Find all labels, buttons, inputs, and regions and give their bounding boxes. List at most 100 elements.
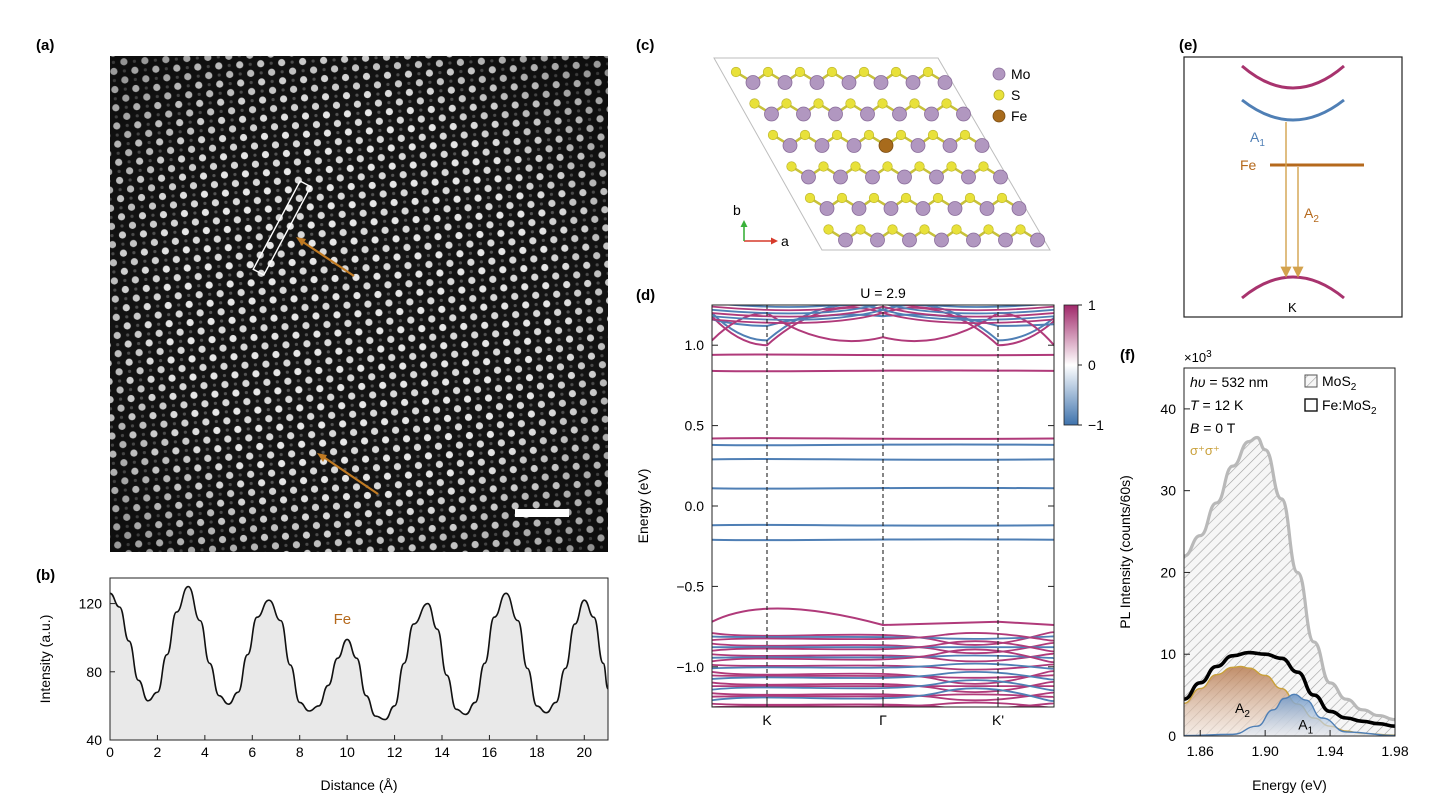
y-tick-label: −0.5: [676, 578, 704, 594]
x-tick-label: 18: [529, 744, 545, 760]
mo-atom: [846, 138, 862, 153]
s-atom: [786, 161, 797, 172]
legend-mos2-label: MoS2: [1322, 373, 1357, 393]
flat-band: [712, 523, 1054, 527]
s-atom: [882, 161, 893, 172]
y-tick-label: 0: [1168, 728, 1176, 744]
mo-atom: [1011, 201, 1027, 216]
profile-line: [109, 585, 609, 721]
s-atom: [818, 161, 829, 172]
s-atom: [767, 129, 779, 141]
conduction-band: [712, 312, 1054, 346]
x-tick-label: 6: [248, 744, 256, 760]
y-tick-label: 80: [86, 664, 102, 680]
mo-atom: [974, 138, 990, 153]
mo-atom: [947, 201, 963, 216]
x-tick-label: 10: [339, 744, 355, 760]
y-axis-label: Intensity (a.u.): [37, 615, 53, 704]
valence-band: [712, 687, 1054, 702]
y-tick-label: 40: [86, 732, 102, 748]
colorbar: [1063, 304, 1079, 426]
s-atom: [836, 192, 848, 204]
fe-mos2-line: [1183, 650, 1396, 728]
mo-atom: [998, 232, 1013, 248]
flat-band: [712, 486, 1054, 490]
mo-atom: [897, 169, 912, 185]
y-tick-label: −1.0: [676, 659, 704, 675]
a1-peak-area: [1184, 694, 1395, 736]
valence-band: [712, 632, 1054, 642]
valence-band: [712, 662, 1054, 670]
s-atom: [826, 66, 838, 78]
s-atom: [823, 224, 834, 235]
mo-atom: [873, 75, 889, 90]
chart-band-structure: K Γ K' −1.0 −0.5 0.0 0.5 1.0 U = 2.9 Energy (eV) 1…: [635, 285, 1104, 728]
s-atom: [983, 224, 994, 235]
x-tick-label: 8: [296, 744, 304, 760]
s-atom: [887, 224, 898, 235]
mo-atom: [796, 106, 811, 122]
temperature-label: T = 12 K: [1190, 397, 1244, 413]
mo-atom: [819, 201, 835, 216]
flat-band: [712, 443, 1054, 447]
s-atom: [996, 192, 1008, 204]
s-atom: [813, 98, 824, 109]
y-axis-label: PL Intensity (counts/60s): [1117, 475, 1133, 629]
panel-label-e: (e): [1179, 37, 1197, 54]
stem-image: [110, 56, 608, 552]
mo-atom: [838, 232, 853, 248]
s-atom: [762, 66, 774, 78]
mo-atom: [905, 75, 921, 90]
s-atom: [730, 66, 742, 78]
s-atom: [922, 66, 934, 78]
flat-band: [712, 369, 1054, 373]
valence-band: [1241, 275, 1345, 300]
s-atom: [1015, 224, 1026, 235]
flat-band: [712, 437, 1054, 440]
panel-label-f: (f): [1120, 347, 1135, 364]
mo-atom: [910, 138, 926, 153]
s-atom: [914, 161, 925, 172]
valence-band: [712, 670, 1054, 681]
a1-peak-line: [1183, 693, 1396, 737]
mo-atom: [782, 138, 798, 153]
s-atom: [890, 66, 902, 78]
s-atom: [900, 192, 912, 204]
legend-mos2-swatch: [1304, 374, 1318, 388]
mos2-line: [1183, 435, 1396, 722]
s-atom: [941, 98, 952, 109]
x-tick-label: 20: [576, 744, 592, 760]
valence-band: [712, 648, 1054, 663]
mo-atom: [924, 106, 939, 122]
polarization-label: σ⁺σ⁺: [1190, 443, 1220, 458]
mo-atom: [828, 106, 843, 122]
x-tick-label: 16: [482, 744, 498, 760]
legend-s-icon: [993, 89, 1005, 101]
mo-atom: [966, 232, 981, 248]
mo-atom: [979, 201, 995, 216]
mo-atom: [961, 169, 976, 185]
valence-band: [712, 607, 1054, 626]
panel-label-d: (d): [636, 287, 655, 304]
mo-atom: [801, 169, 816, 185]
s-atom: [781, 98, 792, 109]
line-profile-box: [252, 180, 312, 276]
conduction-band: [712, 313, 1054, 327]
y-tick-label: 40: [1160, 401, 1176, 417]
field-label: B = 0 T: [1190, 420, 1236, 436]
mo-atom: [883, 201, 899, 216]
mo-atom: [993, 169, 1008, 185]
x-tick-label: 0: [106, 744, 114, 760]
x-tick-label: K': [992, 712, 1004, 728]
conduction-band: [712, 305, 1054, 315]
s-atom: [850, 161, 861, 172]
mo-atom: [865, 169, 880, 185]
mo-atom: [814, 138, 830, 153]
s-atom: [794, 66, 806, 78]
x-axis-label: Energy (eV): [1252, 777, 1327, 793]
conduction-band: [720, 305, 1046, 308]
conduction-band: [712, 305, 1054, 312]
mo-atom: [942, 138, 958, 153]
y-tick-label: 20: [1160, 564, 1176, 580]
